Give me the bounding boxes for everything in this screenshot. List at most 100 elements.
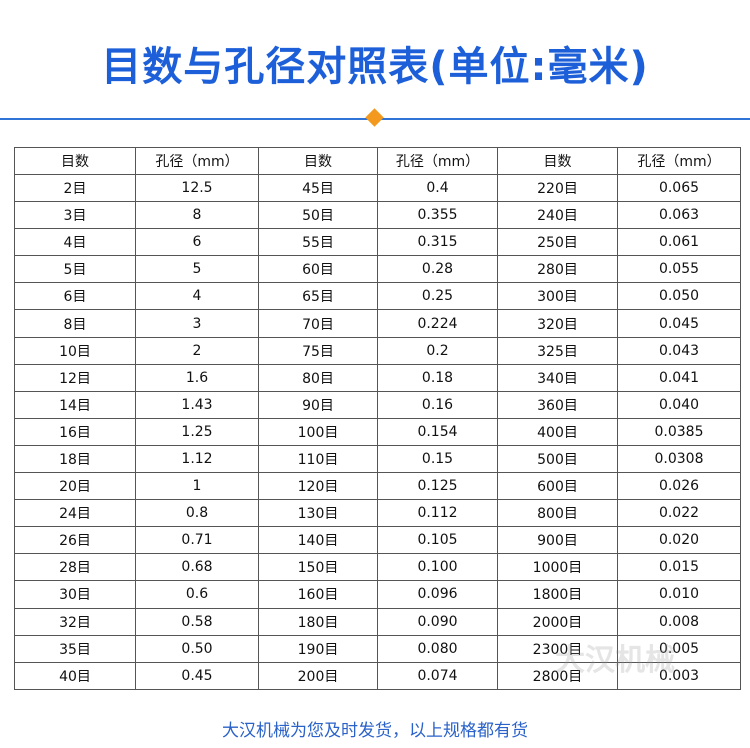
aperture-cell: 0.58 [135,607,259,636]
aperture-cell: 0.043 [617,336,741,365]
aperture-cell: 0.6 [135,580,259,609]
mesh-cell: 110目 [258,444,378,474]
mesh-cell: 160目 [258,580,378,609]
header-row: 目数 孔径（mm） 目数 孔径（mm） 目数 孔径（mm） [14,147,741,175]
aperture-cell: 0.045 [617,309,741,338]
mesh-cell: 4目 [14,228,136,257]
mesh-cell: 320目 [497,309,618,338]
mesh-cell: 800目 [497,499,618,528]
table-row: 32目 0.58 180目 0.090 2000目 0.008 [14,607,741,636]
table-row: 3目 8 50目 0.355 240目 0.063 [14,201,741,230]
mesh-cell: 6目 [14,282,136,311]
mesh-cell: 90目 [258,390,378,419]
mesh-cell: 14目 [14,390,136,419]
aperture-cell: 0.010 [617,580,741,609]
mesh-cell: 220目 [497,173,618,203]
aperture-cell: 0.16 [377,390,498,419]
mesh-cell: 2目 [14,173,136,203]
aperture-cell: 0.003 [617,661,741,690]
mesh-cell: 300目 [497,282,618,311]
table-row: 6目 4 65目 0.25 300目 0.050 [14,282,741,311]
aperture-cell: 0.050 [617,282,741,311]
mesh-cell: 325目 [497,336,618,365]
mesh-cell: 60目 [258,255,378,284]
aperture-cell: 0.71 [135,526,259,555]
mesh-cell: 35目 [14,634,136,663]
table-row: 16目 1.25 100目 0.154 400目 0.0385 [14,417,741,446]
mesh-cell: 65目 [258,282,378,311]
divider-diamond [365,108,384,127]
mesh-cell: 28目 [14,553,136,582]
aperture-cell: 5 [135,255,259,284]
mesh-cell: 360目 [497,390,618,419]
table-row: 4目 6 55目 0.315 250目 0.061 [14,228,741,257]
aperture-cell: 0.022 [617,499,741,528]
aperture-cell: 0.25 [377,282,498,311]
mesh-cell: 120目 [258,472,378,501]
table-row: 24目 0.8 130目 0.112 800目 0.022 [14,499,741,528]
aperture-cell: 0.041 [617,363,741,392]
aperture-cell: 0.020 [617,526,741,555]
aperture-cell: 0.026 [617,472,741,501]
aperture-cell: 1.12 [135,444,259,474]
aperture-cell: 1 [135,472,259,501]
aperture-cell: 1.43 [135,390,259,419]
mesh-cell: 130目 [258,499,378,528]
aperture-cell: 0.112 [377,499,498,528]
aperture-cell: 0.008 [617,607,741,636]
aperture-cell: 0.45 [135,661,259,690]
aperture-cell: 3 [135,309,259,338]
mesh-cell: 40目 [14,661,136,690]
aperture-cell: 0.063 [617,201,741,230]
aperture-cell: 0.8 [135,499,259,528]
mesh-cell: 5目 [14,255,136,284]
header-cell: 孔径（mm） [135,147,259,175]
mesh-cell: 16目 [14,417,136,446]
aperture-cell: 0.15 [377,444,498,474]
mesh-cell: 500目 [497,444,618,474]
mesh-cell: 1000目 [497,553,618,582]
aperture-cell: 0.100 [377,553,498,582]
mesh-cell: 400目 [497,417,618,446]
watermark: 大汉机械 [555,643,675,678]
aperture-cell: 0.061 [617,228,741,257]
header-cell: 目数 [14,147,136,175]
aperture-cell: 0.096 [377,580,498,609]
header-cell: 孔径（mm） [617,147,741,175]
table-row: 14目 1.43 90目 0.16 360目 0.040 [14,390,741,419]
aperture-cell: 0.18 [377,363,498,392]
table-row: 28目 0.68 150目 0.100 1000目 0.015 [14,553,741,582]
mesh-cell: 3目 [14,201,136,230]
mesh-cell: 20目 [14,472,136,501]
mesh-cell: 70目 [258,309,378,338]
aperture-cell: 0.2 [377,336,498,365]
mesh-cell: 75目 [258,336,378,365]
mesh-cell: 12目 [14,363,136,392]
mesh-cell: 100目 [258,417,378,446]
mesh-cell: 30目 [14,580,136,609]
aperture-cell: 0.50 [135,634,259,663]
title: 目数与孔径对照表(单位:毫米) [101,44,649,90]
aperture-cell: 0.074 [377,661,498,690]
aperture-cell: 2 [135,336,259,365]
mesh-cell: 50目 [258,201,378,230]
mesh-cell: 250目 [497,228,618,257]
header-cell: 目数 [258,147,378,175]
mesh-cell: 2800目 [497,661,618,690]
aperture-cell: 4 [135,282,259,311]
table-row: 5目 5 60目 0.28 280目 0.055 [14,255,741,284]
aperture-cell: 0.0308 [617,444,741,474]
mesh-cell: 8目 [14,309,136,338]
mesh-cell: 45目 [258,173,378,203]
aperture-cell: 0.080 [377,634,498,663]
mesh-cell: 140目 [258,526,378,555]
table-row: 35目 0.50 190目 0.080 2300目 0.005 [14,634,741,663]
mesh-cell: 80目 [258,363,378,392]
aperture-cell: 0.125 [377,472,498,501]
aperture-cell: 0.015 [617,553,741,582]
table-row: 12目 1.6 80目 0.18 340目 0.041 [14,363,741,392]
mesh-cell: 200目 [258,661,378,690]
mesh-cell: 32目 [14,607,136,636]
table-row: 20目 1 120目 0.125 600目 0.026 [14,472,741,501]
mesh-cell: 24目 [14,499,136,528]
